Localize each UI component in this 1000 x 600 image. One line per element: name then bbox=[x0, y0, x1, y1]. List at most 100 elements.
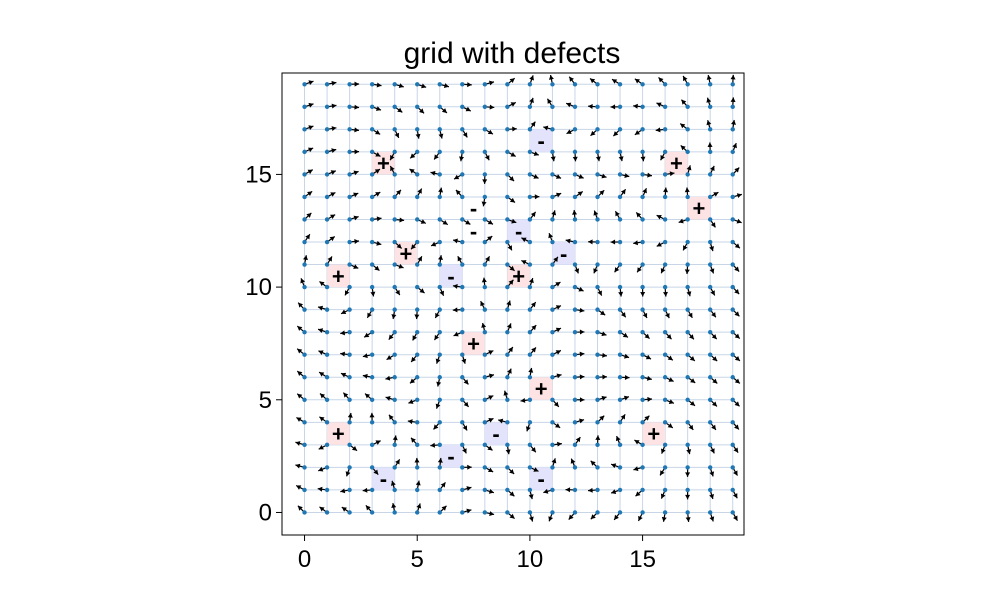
arrow-head bbox=[593, 210, 599, 216]
grid-node bbox=[595, 442, 600, 448]
arrow-head bbox=[374, 265, 380, 271]
grid-node bbox=[527, 104, 533, 110]
grid-node bbox=[437, 149, 442, 155]
grid-node bbox=[527, 397, 533, 402]
grid-node bbox=[369, 510, 375, 515]
arrow-head bbox=[548, 233, 554, 239]
plus-defect-highlight bbox=[462, 332, 485, 355]
arrow-head bbox=[416, 503, 422, 509]
arrow-head bbox=[734, 243, 740, 249]
arrow-head bbox=[375, 152, 381, 157]
arrow-head bbox=[529, 278, 534, 284]
grid-node bbox=[437, 262, 442, 267]
arrow-head bbox=[414, 457, 420, 463]
grid-node bbox=[482, 397, 488, 402]
minus-defect-highlight bbox=[439, 444, 463, 468]
grid-node bbox=[302, 172, 307, 177]
arrow-head bbox=[430, 170, 436, 176]
grid-node bbox=[302, 442, 307, 448]
grid-node bbox=[369, 104, 375, 110]
arrow-head bbox=[297, 348, 303, 354]
grid-node bbox=[685, 487, 690, 493]
arrow-head bbox=[647, 396, 653, 402]
minus-defect-label: - bbox=[492, 422, 499, 447]
grid-node bbox=[550, 307, 555, 312]
grid-node bbox=[572, 194, 578, 200]
grid-node bbox=[460, 307, 465, 312]
arrow-head bbox=[533, 174, 539, 179]
grid-node bbox=[617, 307, 623, 312]
arrow-head bbox=[480, 301, 485, 307]
minus-defect-label: - bbox=[447, 444, 454, 469]
arrow-head bbox=[656, 102, 662, 108]
arrow-head bbox=[298, 302, 304, 308]
defect-highlights bbox=[327, 129, 711, 490]
arrow-head bbox=[385, 396, 391, 401]
arrow-head bbox=[685, 517, 691, 522]
arrow-head bbox=[624, 353, 630, 359]
arrow-head bbox=[438, 255, 443, 261]
grid-node bbox=[572, 307, 578, 312]
arrow-head bbox=[481, 322, 487, 328]
grid-node bbox=[505, 262, 510, 267]
grid-node bbox=[482, 127, 488, 132]
arrow-head bbox=[331, 103, 337, 109]
grid-node bbox=[685, 397, 690, 402]
grid-node bbox=[437, 104, 442, 110]
arrow-head bbox=[531, 447, 536, 453]
grid-node bbox=[302, 375, 307, 380]
minus-defect-label: - bbox=[470, 219, 477, 244]
arrow-head bbox=[613, 131, 619, 137]
grid-node bbox=[392, 329, 397, 335]
grid-node bbox=[347, 510, 352, 515]
grid-node bbox=[392, 465, 397, 470]
arrow-head bbox=[712, 378, 718, 384]
grid-node bbox=[369, 397, 375, 402]
arrow-head bbox=[555, 327, 561, 333]
grid-node bbox=[572, 329, 578, 335]
grid-node bbox=[640, 149, 645, 155]
arrow-head bbox=[375, 106, 382, 111]
arrow-head bbox=[511, 218, 517, 224]
grid-node bbox=[707, 307, 713, 312]
grid-node bbox=[302, 329, 307, 335]
grid-node bbox=[369, 375, 375, 380]
grid-node bbox=[369, 149, 375, 155]
arrow-head bbox=[347, 412, 353, 418]
grid-node bbox=[685, 104, 690, 110]
grid-node bbox=[595, 104, 600, 110]
grid-node bbox=[640, 127, 645, 132]
arrow-head bbox=[663, 187, 669, 193]
grid-node bbox=[640, 329, 645, 335]
grid-node bbox=[324, 375, 330, 380]
grid-node bbox=[550, 194, 555, 200]
grid-node bbox=[482, 375, 488, 380]
grid-node bbox=[662, 375, 668, 380]
arrow-head bbox=[507, 368, 512, 374]
grid-node bbox=[662, 329, 668, 335]
arrow-head bbox=[341, 507, 347, 512]
arrow-head bbox=[731, 119, 736, 125]
arrow-head bbox=[487, 129, 493, 135]
arrow-head bbox=[509, 265, 515, 271]
grid-node bbox=[550, 239, 555, 245]
arrow-head bbox=[488, 418, 494, 423]
arrow-head bbox=[683, 245, 688, 251]
grid-node bbox=[527, 375, 533, 380]
grid-node bbox=[730, 239, 735, 245]
grid-node bbox=[324, 194, 330, 200]
grid-node bbox=[572, 262, 578, 267]
grid-node bbox=[415, 420, 420, 425]
arrow-head bbox=[488, 373, 494, 379]
arrow-head bbox=[734, 311, 740, 317]
grid-node bbox=[640, 465, 645, 470]
arrow-head bbox=[711, 424, 716, 430]
arrow-head bbox=[660, 155, 665, 161]
grid-node bbox=[347, 465, 352, 470]
plus-defect-highlight bbox=[687, 196, 711, 220]
arrow-head bbox=[508, 346, 513, 353]
grid-node bbox=[437, 420, 442, 425]
arrow-head bbox=[396, 189, 401, 195]
grid-node bbox=[324, 442, 330, 448]
arrow-head bbox=[459, 156, 464, 162]
